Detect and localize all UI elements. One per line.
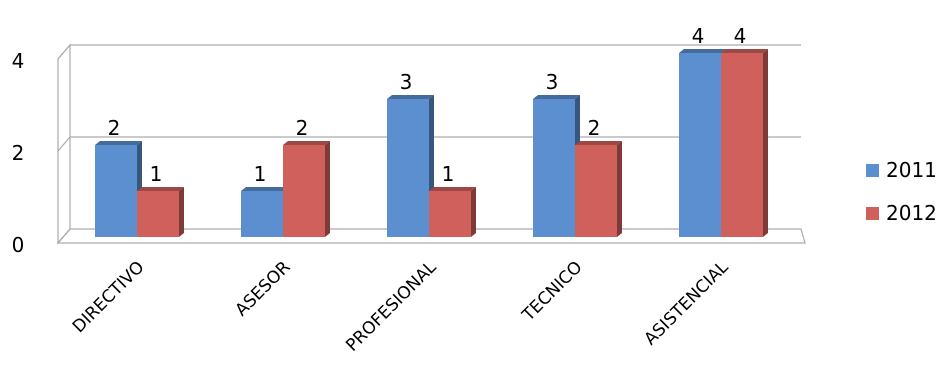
x-axis-labels: DIRECTIVO ASESOR PROFESIONAL TECNICO ASISTEN… — [69, 257, 733, 356]
y-axis-ticks: 0 2 4 — [12, 49, 25, 257]
bar-top — [721, 49, 768, 53]
bar — [387, 99, 429, 237]
data-label: 3 — [546, 70, 559, 94]
bar-top — [575, 141, 622, 145]
bar-side — [763, 49, 768, 237]
x-tick-label: PROFESIONAL — [342, 257, 441, 356]
data-label: 1 — [442, 162, 455, 186]
data-label: 2 — [588, 116, 601, 140]
bars — [95, 49, 768, 237]
legend-swatch — [866, 207, 879, 220]
bar-top — [283, 141, 330, 145]
data-label: 4 — [734, 24, 747, 48]
legend-label: 2012 — [886, 201, 937, 225]
y-tick-label: 4 — [12, 49, 25, 73]
bar — [721, 53, 763, 237]
legend-label: 2011 — [886, 158, 937, 182]
bar-top — [241, 187, 288, 191]
bar-side — [325, 141, 330, 237]
bar-side — [617, 141, 622, 237]
x-tick-label: ASESOR — [231, 257, 294, 320]
data-label: 2 — [108, 116, 121, 140]
data-label: 4 — [692, 24, 705, 48]
bar-top — [429, 187, 476, 191]
x-tick-label: TECNICO — [518, 257, 587, 326]
y-tick-label: 0 — [12, 233, 25, 257]
y-tick-label: 2 — [12, 141, 25, 165]
bar-side — [179, 187, 184, 237]
gridline-diag — [57, 44, 71, 60]
bar — [137, 191, 179, 237]
bar — [679, 53, 721, 237]
bar-top — [137, 187, 184, 191]
bar-top — [533, 95, 580, 99]
x-tick-label: DIRECTIVO — [69, 257, 149, 337]
legend: 2011 2012 — [866, 158, 937, 225]
bar-side — [471, 187, 476, 237]
gridline-diag — [57, 228, 71, 244]
data-label: 1 — [254, 162, 267, 186]
bar-top — [387, 95, 434, 99]
gridline-diag — [57, 136, 71, 152]
bar — [241, 191, 283, 237]
data-label: 2 — [296, 116, 309, 140]
legend-swatch — [866, 164, 879, 177]
bar — [533, 99, 575, 237]
bar — [575, 145, 617, 237]
data-labels: 2 1 1 2 3 1 3 2 4 4 — [108, 24, 747, 186]
bar-top — [679, 49, 726, 53]
x-tick-label: ASISTENCIAL — [641, 257, 733, 349]
bar — [95, 145, 137, 237]
data-label: 1 — [150, 162, 163, 186]
data-label: 3 — [400, 70, 413, 94]
bar-top — [95, 141, 142, 145]
bar — [283, 145, 325, 237]
bar — [429, 191, 471, 237]
